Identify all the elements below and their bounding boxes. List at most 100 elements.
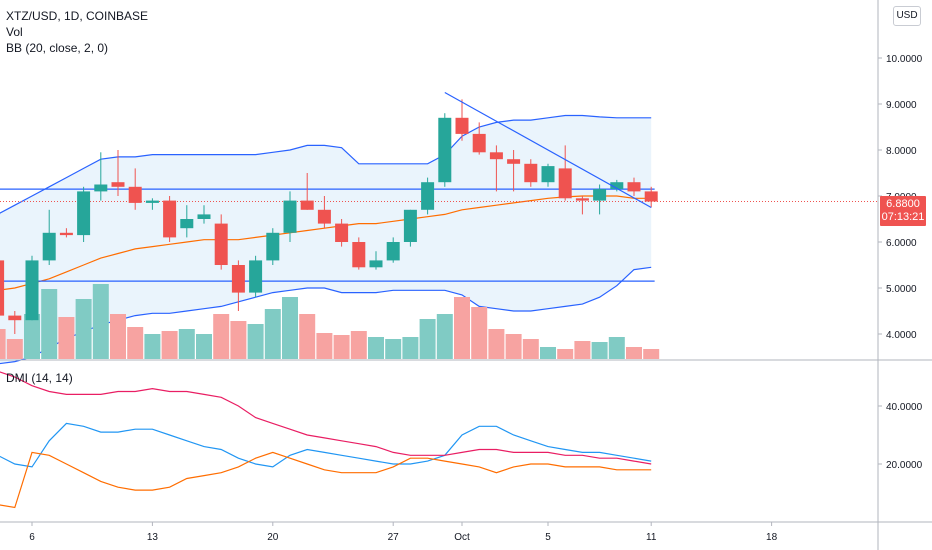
volume-bar <box>591 342 608 359</box>
candle-body[interactable] <box>352 242 366 268</box>
time-tick-label: 13 <box>147 532 159 543</box>
volume-bar <box>368 337 384 359</box>
volume-bar <box>161 331 178 359</box>
candle-body[interactable] <box>524 163 538 183</box>
candle-body[interactable] <box>249 260 263 293</box>
volume-bar <box>92 284 109 359</box>
candle-body[interactable] <box>421 182 435 210</box>
volume-bar <box>230 321 247 359</box>
volume-bar <box>454 297 470 359</box>
horizontal-levels <box>0 188 878 282</box>
candle-body[interactable] <box>558 168 572 199</box>
volume-bar <box>643 349 660 359</box>
candle-body[interactable] <box>8 315 22 321</box>
volume-bar <box>178 329 195 359</box>
candle-body[interactable] <box>489 152 503 160</box>
volume-bar <box>6 339 23 359</box>
candle-body[interactable] <box>231 265 245 293</box>
currency-button[interactable]: USD <box>893 6 921 26</box>
volume-bar <box>127 327 144 359</box>
candle-body[interactable] <box>180 219 194 229</box>
candles[interactable] <box>0 99 658 334</box>
candle-body[interactable] <box>317 209 331 224</box>
candle-body[interactable] <box>0 260 5 316</box>
time-tick-label: 6 <box>29 532 35 543</box>
candle-body[interactable] <box>266 232 280 261</box>
time-tick-label: 18 <box>766 532 778 543</box>
candle-body[interactable] <box>111 182 125 187</box>
price-tick-label: 4.0000 <box>886 330 917 341</box>
candle-body[interactable] <box>42 232 56 261</box>
price-tick-label: 6.0000 <box>886 238 917 249</box>
volume-bar <box>144 334 161 359</box>
candle-body[interactable] <box>386 242 400 261</box>
candle-body[interactable] <box>214 223 228 265</box>
symbol-title: XTZ/USD, 1D, COINBASE <box>6 9 149 23</box>
bar-countdown: 07:13:21 <box>881 211 925 223</box>
candle-body[interactable] <box>438 117 452 183</box>
candle-body[interactable] <box>59 232 73 236</box>
price-tick-label: 10.0000 <box>886 54 923 65</box>
volume-bar <box>299 314 316 359</box>
candle-body[interactable] <box>403 209 417 242</box>
volume-bar <box>471 307 488 359</box>
time-tick-label: Oct <box>454 532 470 543</box>
dmi-plus-line <box>0 422 652 468</box>
volume-bar <box>436 314 453 359</box>
candle-body[interactable] <box>145 200 159 203</box>
candle-body[interactable] <box>369 260 383 268</box>
dmi-minus-line <box>0 451 652 509</box>
volume-bar <box>350 331 367 359</box>
volume-legend: Vol <box>6 25 23 39</box>
time-tick-label: 11 <box>646 532 657 543</box>
volume-bar <box>626 347 642 359</box>
price-tick-label: 8.0000 <box>886 146 917 157</box>
volume-bar <box>505 334 522 359</box>
candle-body[interactable] <box>455 117 469 134</box>
volume-bar <box>419 319 436 359</box>
volume-bar <box>41 289 58 359</box>
dmi-legend: DMI (14, 14) <box>6 371 73 385</box>
volume-bar <box>574 341 591 359</box>
volume-bar <box>402 337 419 359</box>
bollinger-legend: BB (20, close, 2, 0) <box>6 41 109 55</box>
candle-body[interactable] <box>335 223 349 242</box>
volume-bar <box>557 349 574 359</box>
candle-body[interactable] <box>163 200 177 238</box>
volume-bar <box>75 299 92 359</box>
volume-bar <box>488 329 505 359</box>
candle-body[interactable] <box>300 200 314 210</box>
candle-body[interactable] <box>627 182 641 192</box>
descending-trendline[interactable] <box>444 91 652 209</box>
candle-body[interactable] <box>644 191 658 202</box>
candle-body[interactable] <box>128 186 142 203</box>
bollinger-fill <box>0 115 652 364</box>
candle-body[interactable] <box>541 166 555 183</box>
candle-body[interactable] <box>197 214 211 219</box>
candle-body[interactable] <box>575 198 589 201</box>
candle-body[interactable] <box>94 184 108 192</box>
volume-bar <box>196 334 212 359</box>
last-price: 6.8800 <box>886 198 920 210</box>
candle-body[interactable] <box>610 182 624 190</box>
candle-body[interactable] <box>283 200 297 233</box>
volume-bar <box>110 314 126 359</box>
candle-body[interactable] <box>77 191 91 236</box>
volume-bar <box>608 337 625 359</box>
volume-bar <box>58 317 75 359</box>
volume-bar <box>333 335 350 359</box>
candle-body[interactable] <box>472 133 486 153</box>
volume-bar <box>264 309 281 359</box>
dmi-lines <box>0 362 652 509</box>
candle-body[interactable] <box>593 189 607 201</box>
trendline[interactable] <box>444 91 652 209</box>
volume-bar <box>24 314 40 359</box>
bollinger-upper-line <box>0 114 652 215</box>
candle-body[interactable] <box>25 260 39 321</box>
main-legend: XTZ/USD, 1D, COINBASE Vol BB (20, close,… <box>6 8 148 56</box>
volume-bar <box>316 333 333 359</box>
price-tick-label: 5.0000 <box>886 284 917 295</box>
dmi-tick-label: 20.0000 <box>886 460 923 471</box>
candle-body[interactable] <box>507 159 521 164</box>
volume-bar <box>247 324 264 359</box>
